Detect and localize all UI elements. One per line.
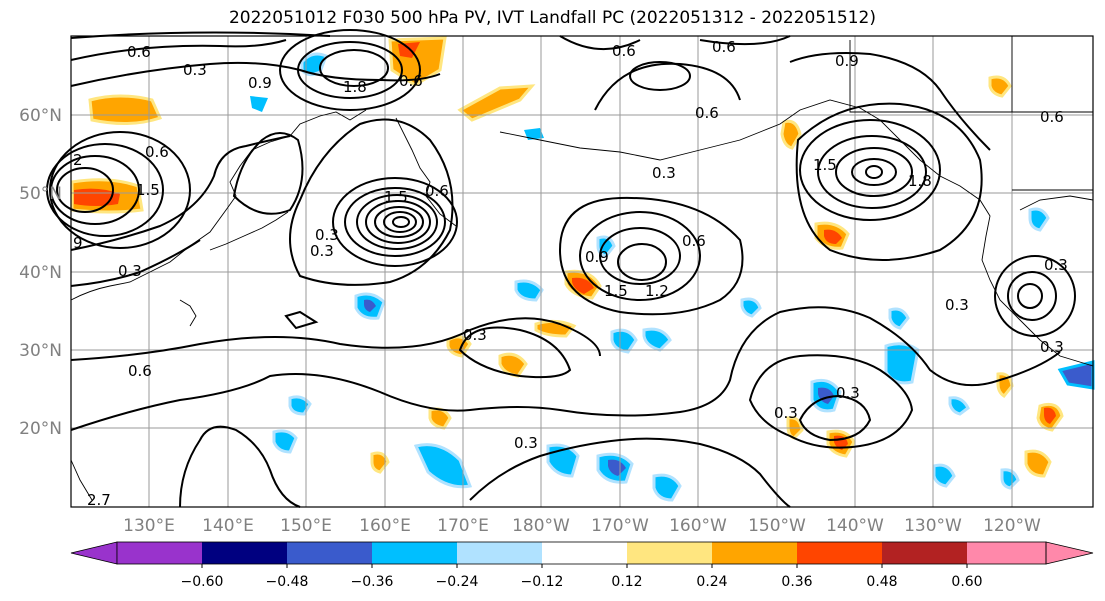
colorbar-segment xyxy=(712,542,797,564)
lat-label: 20°N xyxy=(19,419,62,439)
lon-label: 170°W xyxy=(591,516,649,536)
colorbar-extend-max xyxy=(1045,541,1094,565)
contour-label: 0.3 xyxy=(514,434,538,452)
lat-labels: 60°N 50°N 40°N 30°N 20°N xyxy=(19,106,62,439)
lon-label: 140°E xyxy=(202,516,254,536)
colorbar-segment xyxy=(287,542,372,564)
lat-label: 50°N xyxy=(19,184,62,204)
contour-label: 0.3 xyxy=(1040,338,1064,356)
colorbar-segment xyxy=(457,542,542,564)
contour-label: 0.3 xyxy=(652,164,676,182)
contour-label: 0.9 xyxy=(835,52,859,70)
lon-label: 160°W xyxy=(669,516,727,536)
colorbar-segment xyxy=(797,542,882,564)
contour-label: 0.3 xyxy=(183,61,207,79)
colorbar-tick-label: −0.24 xyxy=(436,574,479,590)
contour-label: 1.5 xyxy=(813,156,837,174)
contour-label: 0.6 xyxy=(695,104,719,122)
lon-label: 140°W xyxy=(826,516,884,536)
colorbar-tick-label: 0.48 xyxy=(866,574,897,590)
contour-label: 0.3 xyxy=(315,226,339,244)
contour-label: 0.6 xyxy=(682,232,706,250)
colorbar-segment xyxy=(627,542,712,564)
contour-label: 0.3 xyxy=(1044,256,1068,274)
contour-label: 0.6 xyxy=(128,362,152,380)
colorbar-tick-labels: −0.60 −0.48 −0.36 −0.24 −0.12 0.12 0.24 … xyxy=(181,574,983,590)
shading-layer xyxy=(70,36,1095,502)
colorbar-segment xyxy=(117,542,202,564)
colorbar-segment xyxy=(202,542,287,564)
map-title: 2022051012 F030 500 hPa PV, IVT Landfall… xyxy=(228,8,876,28)
colorbar-ticks xyxy=(201,564,968,568)
lon-label: 160°E xyxy=(359,516,411,536)
contour-label: 0.3 xyxy=(836,384,860,402)
contour-label: 0.3 xyxy=(774,404,798,422)
gridlines xyxy=(71,36,1093,507)
contour-label: 1.5 xyxy=(384,188,408,206)
lon-label: 150°E xyxy=(280,516,332,536)
colorbar-frame xyxy=(116,541,1047,565)
contour-label: 1.5 xyxy=(604,282,628,300)
contour-label: 0.3 xyxy=(945,296,969,314)
colorbar-tick-label: 0.36 xyxy=(781,574,812,590)
lon-labels: 130°E 140°E 150°E 160°E 170°E 180°W 170°… xyxy=(123,516,1041,536)
contour-label: 1.2 xyxy=(645,282,669,300)
contour-label: 2 xyxy=(73,151,83,169)
contour-label: 0.3 xyxy=(310,242,334,260)
map-frame xyxy=(70,35,1094,508)
colorbar-tick-label: 0.24 xyxy=(696,574,727,590)
contour-label: 0.6 xyxy=(127,43,151,61)
contour-label: 0.6 xyxy=(1040,108,1064,126)
pv-contours xyxy=(46,29,1076,508)
colorbar-tick-label: −0.60 xyxy=(181,574,224,590)
contour-label: 2.7 xyxy=(87,491,111,509)
contour-label: 0.9 xyxy=(585,248,609,266)
colorbar-extend-min xyxy=(70,541,118,565)
contour-label: 0.6 xyxy=(425,182,449,200)
coastlines xyxy=(70,36,1094,501)
contour-label: 0.6 xyxy=(399,72,423,90)
contour-label: 0.6 xyxy=(145,143,169,161)
contour-label: 0.3 xyxy=(118,262,142,280)
colorbar-segment xyxy=(882,542,967,564)
colorbar-tick-label: 0.60 xyxy=(951,574,982,590)
contour-label: 0.9 xyxy=(248,74,272,92)
contour-label: 0.6 xyxy=(712,38,736,56)
lon-label: 150°W xyxy=(748,516,806,536)
contour-label: 1.8 xyxy=(908,172,932,190)
lon-label: 120°W xyxy=(983,516,1041,536)
contour-label: 0.6 xyxy=(612,42,636,60)
colorbar-segment xyxy=(372,542,457,564)
colorbar: −0.60 −0.48 −0.36 −0.24 −0.12 0.12 0.24 … xyxy=(70,541,1094,590)
contour-labels: 0.6 0.3 0.9 1.8 0.6 2 1.5 9 0.6 0.3 0.6 … xyxy=(73,38,1068,509)
contour-label: 1.5 xyxy=(136,181,160,199)
lat-label: 60°N xyxy=(19,106,62,126)
lon-label: 130°E xyxy=(123,516,175,536)
contour-label: 1.8 xyxy=(343,78,367,96)
lon-label: 180°W xyxy=(512,516,570,536)
lat-label: 30°N xyxy=(19,341,62,361)
contour-label: 9 xyxy=(73,234,83,252)
colorbar-segment xyxy=(542,542,627,564)
colorbar-segment xyxy=(967,542,1046,564)
lon-label: 130°W xyxy=(904,516,962,536)
colorbar-tick-label: −0.36 xyxy=(351,574,394,590)
colorbar-tick-label: −0.48 xyxy=(266,574,309,590)
contour-label: 0.3 xyxy=(463,326,487,344)
lon-label: 170°E xyxy=(437,516,489,536)
lat-label: 40°N xyxy=(19,263,62,283)
colorbar-tick-label: 0.12 xyxy=(611,574,642,590)
colorbar-tick-label: −0.12 xyxy=(521,574,564,590)
